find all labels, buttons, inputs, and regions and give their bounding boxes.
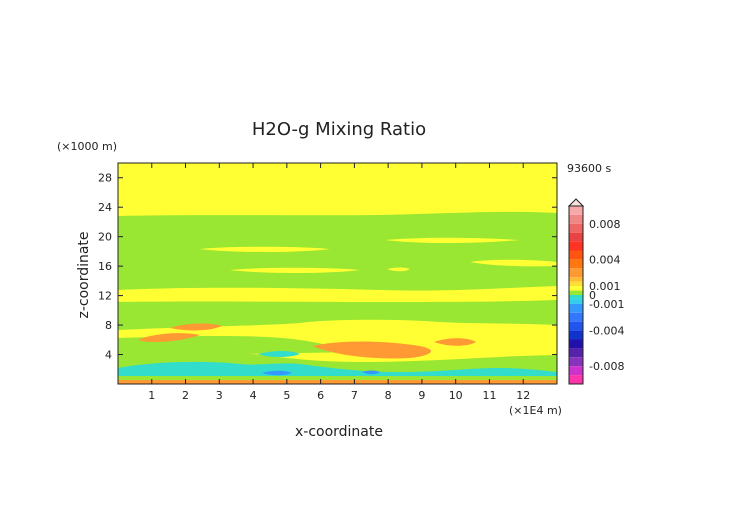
colorbar-label: -0.004 bbox=[589, 325, 624, 338]
field-orange-surface bbox=[118, 380, 557, 384]
colorbar-swatch bbox=[569, 330, 583, 340]
colorbar-label: -0.001 bbox=[589, 298, 624, 311]
field-orange-blob-3 bbox=[312, 341, 431, 359]
field-yellow-streak-1 bbox=[200, 246, 330, 252]
x-tick-label: 4 bbox=[250, 389, 257, 402]
field-yellow-streak-3 bbox=[230, 267, 360, 273]
x-tick-label: 9 bbox=[418, 389, 425, 402]
x-tick-label: 7 bbox=[351, 389, 358, 402]
colorbar-swatch bbox=[569, 321, 583, 331]
colorbar-label: 0.004 bbox=[589, 253, 621, 266]
x-tick-label: 12 bbox=[516, 389, 530, 402]
field-orange-blob-1 bbox=[138, 333, 200, 343]
x-tick-label: 1 bbox=[148, 389, 155, 402]
colorbar-swatch bbox=[569, 232, 583, 242]
colorbar-swatch bbox=[569, 206, 583, 215]
field-cyan-patch bbox=[258, 351, 300, 357]
field-yellow-streak-4 bbox=[387, 267, 410, 272]
chart-title: H2O-g Mixing Ratio bbox=[252, 119, 426, 140]
x-tick-label: 2 bbox=[182, 389, 189, 402]
colorbar-swatch bbox=[569, 241, 583, 251]
field-orange-blob-2 bbox=[170, 323, 222, 331]
colorbar-swatch bbox=[569, 277, 583, 282]
field-green-lower-band bbox=[118, 300, 557, 330]
colorbar-swatch bbox=[569, 312, 583, 322]
x-axis-label: x-coordinate bbox=[295, 424, 383, 440]
colorbar-swatch bbox=[569, 268, 583, 278]
field-green-mid-left bbox=[118, 336, 360, 356]
y-tick-label: 20 bbox=[98, 231, 112, 244]
colorbar-swatch bbox=[569, 339, 583, 349]
y-axis-label: z-coordinate bbox=[76, 231, 92, 318]
x-tick-label: 3 bbox=[216, 389, 223, 402]
y-unit-label: (×1000 m) bbox=[57, 140, 117, 153]
field-yellow-streak-6 bbox=[118, 286, 557, 302]
colorbar-label: 0.008 bbox=[589, 218, 621, 231]
field-blue-patch-2 bbox=[362, 370, 380, 375]
colorbar-label: -0.008 bbox=[589, 360, 624, 373]
colorbar-swatch bbox=[569, 295, 583, 300]
colorbar-swatch bbox=[569, 214, 583, 224]
colorbar-label: 0.001 bbox=[589, 280, 621, 293]
y-tick-label: 4 bbox=[105, 349, 112, 362]
field-cyan-band bbox=[118, 361, 557, 378]
colorbar-swatch bbox=[569, 281, 583, 287]
colorbar-swatch bbox=[569, 366, 583, 376]
colorbar-swatch bbox=[569, 299, 583, 304]
field-blue-patch-1 bbox=[262, 370, 292, 376]
colorbar-swatch bbox=[569, 375, 583, 384]
colorbar-swatch bbox=[569, 303, 583, 313]
y-tick-label: 8 bbox=[105, 319, 112, 332]
x-tick-label: 6 bbox=[317, 389, 324, 402]
plot-frame bbox=[117, 162, 558, 385]
colorbar-swatch bbox=[569, 290, 583, 295]
colorbar-swatch bbox=[569, 348, 583, 358]
colorbar-swatch bbox=[569, 259, 583, 269]
colorbar-swatch bbox=[569, 286, 583, 291]
field-green-upper-band bbox=[118, 211, 557, 295]
y-tick-label: 28 bbox=[98, 172, 112, 185]
x-tick-label: 8 bbox=[385, 389, 392, 402]
colorbar-swatch bbox=[569, 223, 583, 233]
field-green-bottom bbox=[118, 376, 557, 381]
x-tick-label: 10 bbox=[449, 389, 463, 402]
field-yellow-streak-5 bbox=[470, 259, 557, 267]
colorbar-label: 0 bbox=[589, 289, 596, 302]
colorbar-swatch bbox=[569, 357, 583, 367]
y-tick-label: 12 bbox=[98, 290, 112, 303]
y-tick-label: 16 bbox=[98, 260, 112, 273]
field-yellow-streak-2 bbox=[385, 237, 520, 243]
y-tick-label: 24 bbox=[98, 201, 112, 214]
time-label: 93600 s bbox=[567, 162, 611, 175]
x-tick-label: 11 bbox=[482, 389, 496, 402]
x-tick-label: 5 bbox=[283, 389, 290, 402]
plot-area bbox=[118, 163, 557, 384]
field-orange-blob-4 bbox=[434, 338, 476, 346]
colorbar-swatch bbox=[569, 250, 583, 260]
x-unit-label: (×1E4 m) bbox=[509, 404, 562, 417]
colorbar-top-arrow bbox=[567, 198, 585, 207]
